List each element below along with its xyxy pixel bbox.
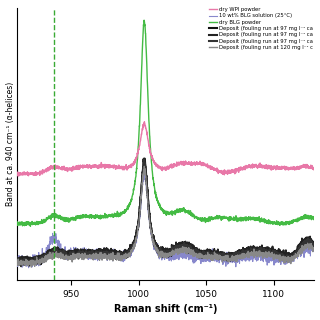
- X-axis label: Raman shift (cm⁻¹): Raman shift (cm⁻¹): [114, 304, 218, 315]
- Y-axis label: Band at ca. 940 cm⁻¹ (α-helices): Band at ca. 940 cm⁻¹ (α-helices): [5, 82, 14, 206]
- Legend: dry WPI powder, 10 wt% BLG solution (25°C), dry BLG powder, Deposit (fouling run: dry WPI powder, 10 wt% BLG solution (25°…: [206, 5, 315, 52]
